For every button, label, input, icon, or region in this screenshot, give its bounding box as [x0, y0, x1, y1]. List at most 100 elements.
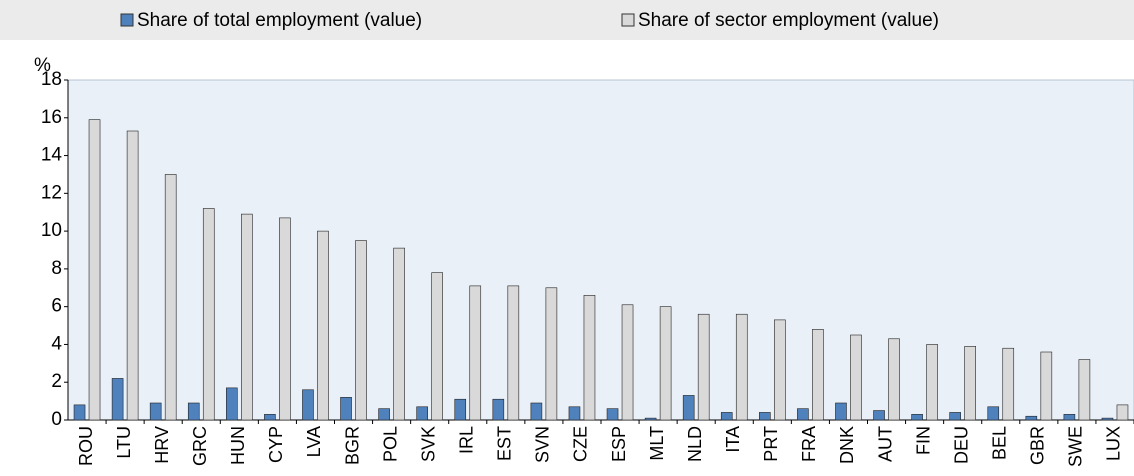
bar [850, 334, 862, 421]
y-tick-label: 12 [41, 182, 62, 203]
y-tick-label: 16 [41, 107, 62, 128]
y-tick-label: 6 [51, 296, 62, 317]
bar [492, 398, 505, 421]
y-tick-label: 2 [51, 371, 62, 392]
x-tick-label: IRL [457, 426, 477, 454]
x-tick-label: DEU [951, 426, 971, 464]
bar [1078, 359, 1091, 421]
bar [682, 395, 695, 421]
x-tick-label: GRC [190, 426, 210, 466]
bar [279, 217, 291, 421]
bar [644, 417, 657, 421]
bar [507, 285, 520, 421]
legend-background [0, 0, 1134, 40]
bar [835, 402, 847, 421]
bar [949, 412, 961, 421]
x-tick-label: HRV [152, 426, 172, 464]
x-tick-label: NLD [685, 426, 705, 462]
x-tick-label: LTU [114, 426, 134, 459]
y-tick-label: 0 [51, 409, 62, 430]
bar [545, 287, 558, 421]
y-tick-label: 4 [51, 333, 62, 354]
legend-label: Share of sector employment (value) [638, 10, 939, 31]
x-tick-label: DNK [837, 426, 857, 464]
bar [659, 306, 672, 421]
bar [1101, 417, 1114, 421]
x-tick-label: AUT [875, 426, 895, 462]
x-tick-label: SWE [1066, 426, 1086, 467]
bar [797, 408, 809, 421]
bar [926, 344, 938, 421]
x-tick-label: POL [380, 426, 400, 462]
bar [774, 319, 786, 421]
legend-swatch [120, 13, 134, 27]
bar [393, 247, 405, 421]
bar [911, 414, 923, 421]
bar [812, 329, 824, 421]
bar [621, 304, 634, 421]
bar [416, 406, 428, 421]
x-tick-label: BGR [342, 426, 362, 465]
legend-swatch [621, 13, 635, 27]
bar [164, 174, 177, 421]
x-tick-label: SVN [533, 426, 553, 463]
x-tick-label: FRA [799, 426, 819, 462]
bar [302, 389, 314, 421]
bar [1063, 414, 1076, 421]
x-tick-label: BEL [990, 426, 1010, 460]
x-tick-label: CYP [266, 426, 286, 463]
bar [606, 408, 619, 421]
bar [964, 346, 976, 421]
bar [720, 412, 733, 421]
bar [1025, 415, 1038, 421]
bar [454, 398, 467, 421]
bar [469, 285, 482, 421]
x-tick-label: ESP [609, 426, 629, 462]
x-tick-label: CZE [571, 426, 591, 462]
bar [317, 230, 329, 421]
x-tick-label: ITA [723, 426, 743, 453]
bar [355, 240, 367, 421]
bar [126, 130, 139, 421]
y-tick-label: 14 [41, 145, 63, 166]
bar [241, 213, 253, 421]
legend-label: Share of total employment (value) [137, 10, 422, 31]
x-tick-label: FIN [913, 426, 933, 455]
x-tick-label: EST [495, 426, 515, 461]
bar [111, 378, 124, 421]
bar [873, 410, 885, 421]
bar [888, 338, 900, 421]
bar [202, 208, 215, 421]
bar [264, 414, 276, 421]
y-tick-label: 18 [41, 69, 62, 90]
bar [340, 397, 352, 421]
x-tick-label: PRT [761, 426, 781, 462]
x-tick-label: ROU [76, 426, 96, 466]
bar [73, 404, 86, 421]
x-tick-label: LVA [304, 426, 324, 457]
bar [431, 272, 443, 421]
bar [987, 406, 1000, 421]
bar [759, 412, 771, 421]
bar [88, 119, 101, 421]
bar [1002, 347, 1015, 421]
y-unit: % [34, 55, 51, 76]
bar [226, 387, 238, 421]
x-tick-label: SVK [418, 426, 438, 462]
bar [568, 406, 581, 421]
bar [697, 313, 710, 421]
x-tick-label: HUN [228, 426, 248, 465]
x-tick-label: LUX [1104, 426, 1124, 461]
y-tick-label: 10 [41, 220, 62, 241]
bar [1040, 351, 1053, 421]
bar [583, 295, 596, 421]
bar [149, 402, 162, 421]
bar [735, 313, 748, 421]
bar [378, 408, 390, 421]
bar [530, 402, 543, 421]
bar [1116, 404, 1129, 421]
y-tick-label: 8 [51, 258, 62, 279]
x-tick-label: GBR [1028, 426, 1048, 465]
x-tick-label: MLT [647, 426, 667, 461]
